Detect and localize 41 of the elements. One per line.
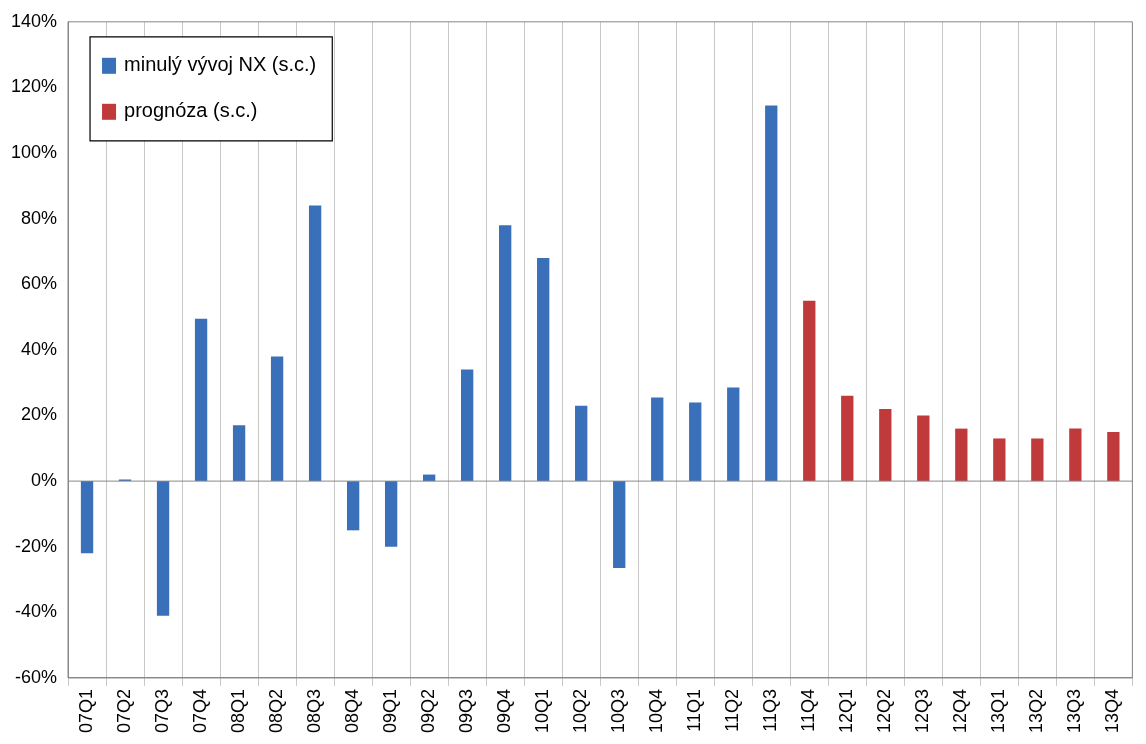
x-tick-label: 09Q2 [418,688,439,734]
x-tick-label: 13Q1 [988,688,1009,734]
x-tick-label: 12Q4 [950,688,971,734]
x-tick-label: 07Q3 [152,688,173,734]
x-tick-label: 08Q4 [342,688,363,734]
x-tick-label: 13Q4 [1102,688,1123,734]
y-tick-label: -40% [15,601,58,622]
x-tick-label: 10Q1 [532,688,553,734]
x-tick-label: 12Q2 [874,688,895,734]
y-tick-label: 80% [21,207,58,228]
x-tick-label: 09Q1 [380,688,401,734]
x-tick-label: 09Q3 [456,688,477,734]
x-tick-label: 10Q2 [570,688,591,734]
x-tick-label: 12Q3 [912,688,933,734]
x-tick-label: 13Q3 [1064,688,1085,734]
x-tick-label: 07Q4 [190,688,211,734]
x-tick-label: 11Q4 [798,688,819,732]
y-tick-label: 40% [21,338,58,359]
y-tick-label: -20% [15,535,58,556]
y-tick-label: 120% [10,76,58,97]
y-tick-label: 0% [31,470,58,491]
legend-label: minulý vývoj NX (s.c.) [124,53,317,76]
x-tick-label: 12Q1 [836,688,857,734]
x-tick-label: 08Q2 [266,688,287,734]
x-tick-label: 11Q1 [684,688,705,732]
x-tick-label: 11Q2 [722,688,743,732]
x-tick-label: 11Q3 [760,688,781,732]
x-tick-label: 08Q1 [228,688,249,734]
x-tick-label: 13Q2 [1026,688,1047,734]
y-tick-label: 60% [21,273,58,294]
y-tick-label: 20% [21,404,58,425]
x-tick-label: 08Q3 [304,688,325,734]
x-tick-label: 07Q1 [76,688,97,734]
x-tick-label: 09Q4 [494,688,515,734]
y-tick-label: -60% [15,666,58,687]
x-tick-label: 07Q2 [114,688,135,734]
legend-label: prognóza (s.c.) [124,99,258,122]
x-tick-label: 10Q4 [646,688,667,734]
y-tick-label: 140% [10,10,58,31]
x-tick-label: 10Q3 [608,688,629,734]
y-tick-label: 100% [10,142,58,162]
